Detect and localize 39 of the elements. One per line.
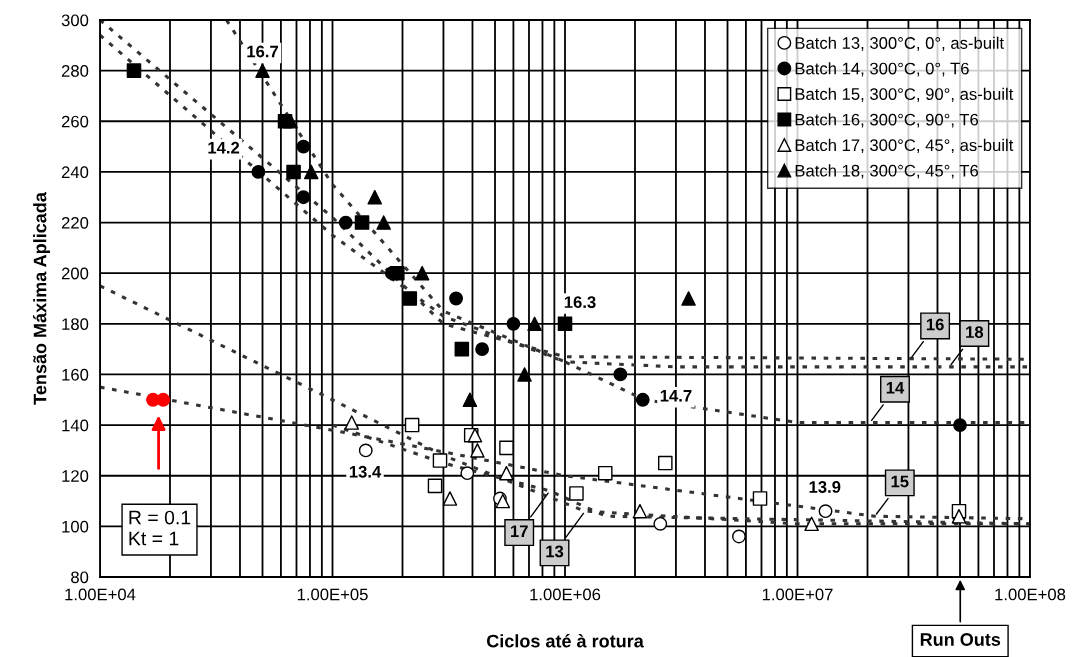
annotation: 17	[511, 525, 528, 537]
annotation: R = 0.1 Kt = 1	[129, 510, 191, 546]
y-axis-title: Tensão Máxima Aplicada	[32, 192, 50, 405]
x-axis-title: Ciclos até à rotura	[486, 634, 644, 648]
annotation: 13	[546, 545, 564, 558]
y-tick-label: 80	[71, 571, 89, 584]
y-tick-label: 280	[61, 65, 89, 77]
legend-label: Batch 13, 300°C, 0°, as-built	[795, 36, 1004, 51]
y-tick-label: 180	[62, 318, 89, 331]
x-tick-label: 1.00E+06	[530, 588, 601, 601]
y-tick-label: 160	[62, 368, 89, 381]
x-tick-label: 1.00E+05	[297, 588, 368, 601]
y-tick-label: 240	[61, 166, 89, 179]
annotation: 14.2	[208, 141, 240, 154]
legend-label: Batch 17, 300°C, 45°, as-built	[795, 138, 1014, 154]
y-tick-label: 120	[62, 470, 89, 482]
y-tick-label: 140	[62, 419, 89, 432]
legend-label: Batch 15, 300°C, 90°, as-built	[795, 87, 1014, 102]
y-tick-label: 300	[61, 14, 89, 27]
x-tick-label: 1.00E+08	[995, 588, 1066, 601]
annotation: 16.7	[247, 45, 278, 58]
legend-label: Batch 16, 300°C, 90°, T6	[795, 113, 979, 128]
annotation: 13.9	[809, 481, 841, 493]
y-tick-label: 260	[61, 115, 89, 128]
y-tick-label: 220	[61, 216, 89, 229]
text: Run Outs	[920, 633, 1001, 646]
annotation: 18	[966, 326, 984, 338]
annotation: 16	[926, 318, 944, 331]
legend-label: Batch 14, 300°C, 0°, T6	[795, 62, 969, 77]
annotation: 15	[891, 475, 909, 488]
y-tick-label: 100	[62, 520, 89, 533]
x-tick-label: 1.00E+04	[65, 588, 136, 601]
x-tick-label: 1.00E+07	[762, 588, 833, 601]
y-tick-label: 200	[61, 267, 89, 280]
annotation: 14	[886, 382, 905, 394]
legend-label: Batch 18, 300°C, 45°, T6	[795, 164, 979, 179]
annotation: 13.4	[349, 465, 382, 478]
annotation: 16.3	[564, 296, 596, 309]
annotation: 14.7	[660, 390, 692, 402]
